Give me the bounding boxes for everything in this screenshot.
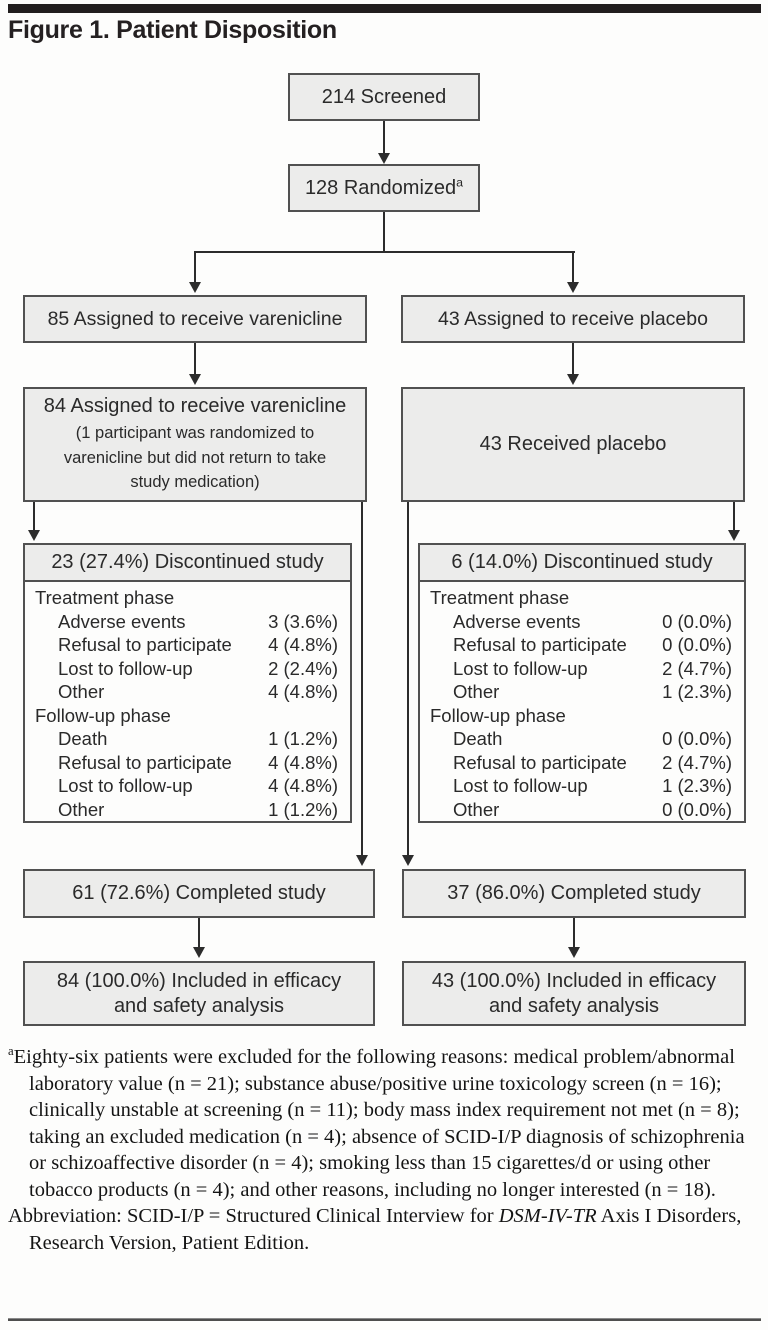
- connector-placebo-received: [572, 343, 574, 374]
- connector-screened-randomized: [383, 121, 385, 154]
- connector-varenicline-completed: [361, 502, 363, 855]
- list-row: Refusal to participate 0 (0.0%): [453, 634, 732, 655]
- box-completed-placebo-label: 37 (86.0%) Completed study: [447, 882, 701, 904]
- box-efficacy-varenicline-label: 84 (100.0%) Included in efficacy and saf…: [56, 969, 342, 1017]
- arrowhead-efficacy-placebo: [568, 947, 580, 958]
- discontinued-placebo-list: Treatment phase Adverse events 0 (0.0%) R…: [420, 582, 744, 821]
- list-row: Other 1 (2.3%): [453, 681, 732, 702]
- list-row: Death 0 (0.0%): [453, 728, 732, 749]
- footnote-superscript: a: [8, 1044, 14, 1059]
- box-assigned-placebo-label: 43 Assigned to receive placebo: [438, 307, 708, 330]
- list-row: Lost to follow-up 2 (4.7%): [453, 657, 732, 679]
- list-row: Adverse events 3 (3.6%): [58, 610, 338, 632]
- list-row: Follow-up phase: [430, 704, 566, 726]
- abbreviation-italic: DSM-IV-TR: [498, 1205, 597, 1227]
- box-efficacy-placebo-label: 43 (100.0%) Included in efficacy and saf…: [431, 969, 717, 1017]
- arrowhead-discontinued-varenicline: [28, 530, 40, 541]
- box-received-varenicline: 84 Assigned to receive varenicline (1 pa…: [23, 387, 367, 502]
- list-row: Refusal to participate 4 (4.8%): [58, 634, 338, 655]
- connector-varenicline-discontinued: [33, 502, 35, 530]
- connector-branch-horizontal: [195, 251, 575, 253]
- arrowhead-completed-placebo: [402, 855, 414, 866]
- arrowhead-assigned-placebo: [567, 282, 579, 293]
- connector-completed-efficacy-varenicline: [198, 918, 200, 947]
- list-row: Follow-up phase: [35, 704, 171, 726]
- box-screened-label: 214 Screened: [321, 85, 447, 108]
- list-row: Treatment phase: [430, 587, 570, 608]
- arrowhead-efficacy-varenicline: [193, 947, 205, 958]
- list-row: Adverse events 0 (0.0%): [453, 610, 732, 632]
- box-completed-varenicline-label: 61 (72.6%) Completed study: [72, 882, 326, 904]
- connector-randomized-stem: [383, 212, 385, 253]
- box-assigned-placebo: 43 Assigned to receive placebo: [401, 295, 745, 343]
- box-received-varenicline-label: 84 Assigned to receive varenicline: [43, 394, 347, 417]
- discontinued-varenicline-list: Treatment phase Adverse events 3 (3.6%) R…: [25, 582, 350, 821]
- box-received-placebo: 43 Received placebo: [401, 387, 745, 502]
- list-row: Other 4 (4.8%): [58, 681, 338, 702]
- box-discontinued-placebo: 6 (14.0%) Discontinued study Treatment p…: [418, 543, 746, 823]
- box-efficacy-varenicline: 84 (100.0%) Included in efficacy and saf…: [23, 961, 375, 1026]
- arrowhead-discontinued-placebo: [728, 530, 740, 541]
- connector-varenicline-received: [194, 343, 196, 374]
- connector-placebo-discontinued: [733, 502, 735, 530]
- arrowhead-randomized: [378, 153, 390, 164]
- box-randomized: 128 Randomizeda: [288, 164, 480, 212]
- box-randomized-label: 128 Randomizeda: [304, 174, 464, 199]
- list-row: Refusal to participate 2 (4.7%): [453, 751, 732, 773]
- top-rule: [8, 4, 761, 13]
- box-assigned-varenicline-label: 85 Assigned to receive varenicline: [47, 307, 343, 330]
- list-row: Refusal to participate 4 (4.8%): [58, 751, 338, 773]
- arrowhead-received-varenicline: [189, 374, 201, 385]
- box-received-varenicline-note: (1 participant was randomized to varenic…: [63, 423, 327, 492]
- box-efficacy-placebo: 43 (100.0%) Included in efficacy and saf…: [402, 961, 746, 1026]
- connector-branch-right: [572, 251, 574, 282]
- list-row: Treatment phase: [35, 587, 175, 608]
- box-completed-varenicline: 61 (72.6%) Completed study: [23, 869, 375, 918]
- list-row: Lost to follow-up 2 (2.4%): [58, 657, 338, 679]
- footnote-abbreviation: Abbreviation: SCID-I/P = Structured Clin…: [8, 1205, 742, 1254]
- footnote-marker: a: [456, 174, 464, 189]
- list-row: Other 1 (1.2%): [58, 798, 338, 820]
- box-received-placebo-label: 43 Received placebo: [479, 433, 667, 455]
- arrowhead-received-placebo: [567, 374, 579, 385]
- discontinued-varenicline-header: 23 (27.4%) Discontinued study: [25, 545, 350, 582]
- list-row: Death 1 (1.2%): [58, 728, 338, 749]
- discontinued-placebo-header: 6 (14.0%) Discontinued study: [420, 545, 744, 582]
- list-row: Lost to follow-up 1 (2.3%): [453, 775, 732, 796]
- figure-title: Figure 1. Patient Disposition: [8, 16, 337, 44]
- list-row: Lost to follow-up 4 (4.8%): [58, 775, 338, 796]
- box-completed-placebo: 37 (86.0%) Completed study: [402, 869, 746, 918]
- footnote-excluded-reasons: aEighty-six patients were excluded for t…: [8, 1044, 745, 1201]
- bottom-rule: [8, 1318, 761, 1321]
- connector-completed-efficacy-placebo: [573, 918, 575, 947]
- box-assigned-varenicline: 85 Assigned to receive varenicline: [23, 295, 367, 343]
- arrowhead-assigned-varenicline: [189, 282, 201, 293]
- connector-placebo-completed: [407, 502, 409, 855]
- footnote: aEighty-six patients were excluded for t…: [8, 1044, 762, 1256]
- arrowhead-completed-varenicline: [356, 855, 368, 866]
- list-row: Other 0 (0.0%): [453, 798, 732, 820]
- connector-branch-left: [194, 251, 196, 282]
- box-screened: 214 Screened: [288, 73, 480, 121]
- box-discontinued-varenicline: 23 (27.4%) Discontinued study Treatment …: [23, 543, 352, 823]
